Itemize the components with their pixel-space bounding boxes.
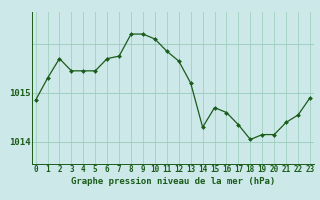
- X-axis label: Graphe pression niveau de la mer (hPa): Graphe pression niveau de la mer (hPa): [71, 177, 275, 186]
